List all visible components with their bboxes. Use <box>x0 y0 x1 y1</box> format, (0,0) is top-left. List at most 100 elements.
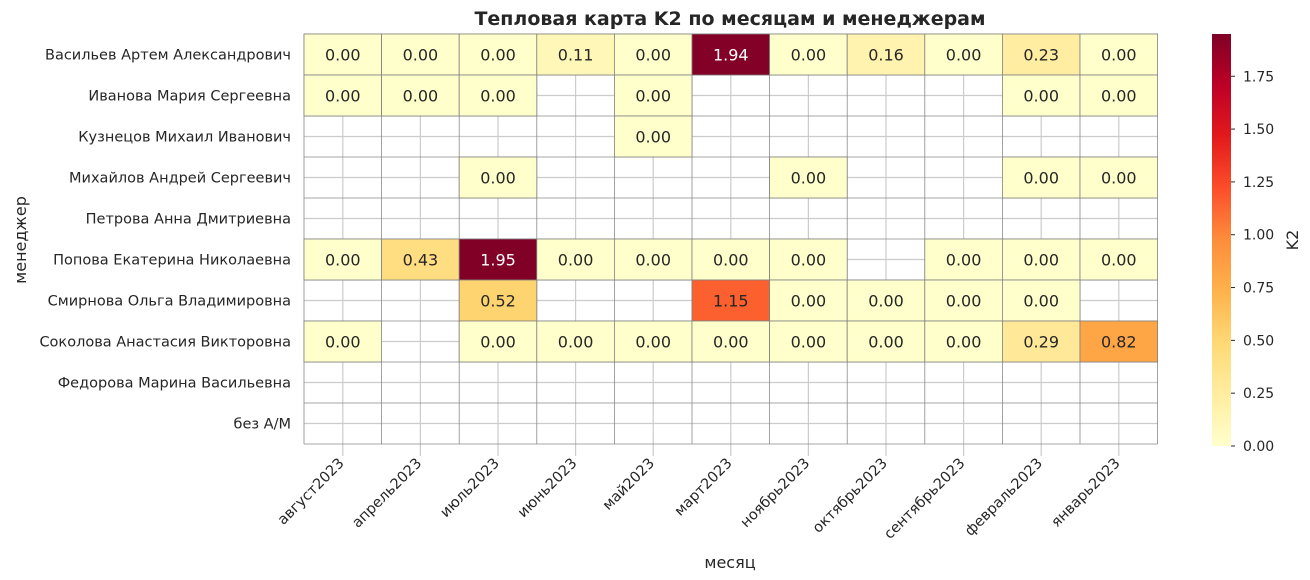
y-axis-label: менеджер <box>11 196 30 284</box>
cell-value-label: 0.23 <box>1023 46 1059 65</box>
cell-value-label: 0.00 <box>325 333 361 352</box>
cell-value-label: 0.00 <box>791 169 827 188</box>
colorbar-tick-label: 0.75 <box>1243 281 1274 297</box>
heatmap-cell <box>1002 238 1081 281</box>
heatmap-cell <box>769 238 848 281</box>
heatmap-cell <box>1002 156 1081 199</box>
cell-value-label: 0.00 <box>946 46 982 65</box>
y-tick-label: Попова Екатерина Николаевна <box>53 253 291 269</box>
heatmap-cell <box>924 320 1003 363</box>
colorbar-tick-label: 1.25 <box>1243 175 1274 191</box>
cell-value-label: 0.00 <box>1023 251 1059 270</box>
cell-value-label: 0.00 <box>1023 87 1059 106</box>
heatmap-cell <box>924 279 1003 322</box>
colorbar-tick-label: 1.75 <box>1243 69 1274 85</box>
y-tick-label: Федорова Марина Васильевна <box>58 376 291 392</box>
x-tick-label: сентябрь2023 <box>881 456 968 543</box>
heatmap-cell <box>846 33 926 76</box>
cell-value-label: 0.43 <box>403 251 439 270</box>
y-tick-label: без А/М <box>234 417 292 433</box>
cell-value-label: 0.00 <box>403 46 439 65</box>
y-tick-label: Иванова Мария Сергеевна <box>88 89 291 105</box>
x-tick-label: август2023 <box>275 456 348 529</box>
cell-value-label: 0.00 <box>403 87 439 106</box>
cell-value-label: 0.00 <box>325 251 361 270</box>
heatmap-cell <box>769 279 848 322</box>
y-tick-label: Смирнова Ольга Владимировна <box>48 294 291 310</box>
heatmap-cell <box>691 279 770 322</box>
cell-value-label: 1.15 <box>713 292 749 311</box>
cell-value-label: 0.00 <box>635 333 671 352</box>
cell-value-label: 0.00 <box>1023 169 1059 188</box>
heatmap-cell <box>381 33 460 76</box>
heatmap-cell <box>769 156 848 199</box>
heatmap-cell <box>458 238 538 281</box>
x-tick-label: май2023 <box>600 456 658 514</box>
x-axis-label: месяц <box>704 553 755 572</box>
cell-value-label: 0.11 <box>558 46 594 65</box>
heatmap-cell <box>614 320 693 363</box>
heatmap-cell <box>458 74 538 117</box>
cell-value-label: 0.00 <box>791 333 827 352</box>
heatmap-cell <box>1002 74 1081 117</box>
cell-value-label: 0.00 <box>713 333 749 352</box>
heatmap-cell <box>303 238 382 281</box>
cell-value-label: 0.00 <box>325 87 361 106</box>
cell-value-label: 0.00 <box>558 333 594 352</box>
heatmap-cell <box>458 279 538 322</box>
heatmap-cell <box>614 74 693 117</box>
cell-value-label: 0.00 <box>791 46 827 65</box>
heatmap-cell <box>691 33 770 76</box>
cell-value-label: 1.94 <box>713 46 749 65</box>
heatmap-cell <box>691 238 770 281</box>
cell-value-label: 0.00 <box>791 292 827 311</box>
heatmap-cell <box>846 279 926 322</box>
x-tick-labels: август2023 апрель2023 июль2023 июнь2023 май2… <box>275 456 1124 543</box>
cell-value-label: 0.00 <box>868 292 904 311</box>
colorbar-tick-label: 1.00 <box>1243 228 1274 244</box>
cell-value-label: 0.29 <box>1023 333 1059 352</box>
heatmap-cell <box>1002 279 1081 322</box>
heatmap-cell <box>1002 320 1081 363</box>
colorbar-tick-label: 0.25 <box>1243 386 1274 402</box>
colorbar-tick-label: 1.50 <box>1243 122 1274 138</box>
colorbar: 0.00 0.25 0.50 0.75 1.00 1.25 1.50 1.75 <box>1212 34 1274 455</box>
x-tick-label: март2023 <box>672 456 736 520</box>
heatmap-cell <box>614 238 693 281</box>
cell-value-label: 0.00 <box>635 46 671 65</box>
cell-value-label: 0.00 <box>713 251 749 270</box>
cell-value-label: 0.00 <box>946 292 982 311</box>
heatmap-cell <box>1079 238 1158 281</box>
y-tick-label: Соколова Анастасия Викторовна <box>39 335 291 351</box>
cell-value-label: 0.00 <box>791 251 827 270</box>
y-tick-labels: Васильев Артем Александрович Иванова Мари… <box>39 48 291 433</box>
heatmap-cell <box>924 238 1003 281</box>
y-tick-label: Кузнецов Михаил Иванович <box>78 130 291 146</box>
cell-value-label: 0.00 <box>1101 251 1137 270</box>
colorbar-label: K2 <box>1283 230 1302 251</box>
heatmap-cell <box>303 320 382 363</box>
cell-value-label: 0.00 <box>1023 292 1059 311</box>
cell-value-label: 0.00 <box>635 87 671 106</box>
y-tick-label: Петрова Анна Дмитриевна <box>86 212 291 228</box>
heatmap-cell <box>1079 320 1158 363</box>
heatmap-cell <box>536 33 615 76</box>
x-tick-label: февраль2023 <box>962 456 1046 540</box>
heatmap-cell <box>1079 74 1158 117</box>
cell-value-label: 0.00 <box>946 251 982 270</box>
heatmap-cell <box>614 115 693 158</box>
cell-value-label: 0.00 <box>1101 169 1137 188</box>
cell-value-label: 0.00 <box>558 251 594 270</box>
cell-value-label: 0.00 <box>1101 46 1137 65</box>
x-tick-label: январь2023 <box>1048 456 1123 531</box>
cell-value-label: 0.00 <box>868 333 904 352</box>
x-tick-label: июль2023 <box>438 456 503 521</box>
cell-value-label: 0.16 <box>868 46 904 65</box>
heatmap-cell <box>1079 156 1158 199</box>
x-tick-label: октябрь2023 <box>810 456 891 537</box>
cell-value-label: 0.00 <box>480 46 516 65</box>
colorbar-tick-label: 0.00 <box>1243 439 1274 455</box>
heatmap-cell <box>614 33 693 76</box>
colorbar-tick-label: 0.50 <box>1243 333 1274 349</box>
